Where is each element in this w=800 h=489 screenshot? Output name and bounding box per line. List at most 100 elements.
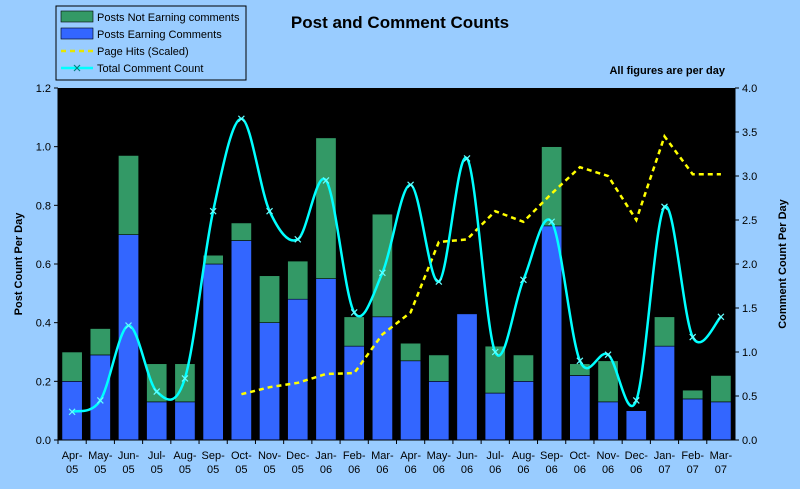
marker-total-comment-count [294,235,302,243]
marker-total-comment-count [68,408,76,416]
x-tick-label: Nov- [258,450,282,462]
marker-total-comment-count [576,357,584,365]
bar-posts-not-earning-comments [569,363,591,376]
x-tick-label: Jun- [456,450,478,462]
x-tick-label: 06 [404,464,416,476]
marker-total-comment-count [153,388,161,396]
marker-total-comment-count [632,396,640,404]
bar-posts-earning-comments [512,381,534,441]
bar-posts-not-earning-comments [343,316,365,347]
bar-posts-earning-comments [456,313,478,441]
bar-posts-earning-comments [541,225,563,441]
x-tick-label: Nov- [596,450,620,462]
x-tick-label: 07 [715,464,727,476]
bar-posts-not-earning-comments [400,342,422,362]
x-tick-label: 05 [122,464,134,476]
chart-subtitle: All figures are per day [609,65,725,77]
x-tick-label: 05 [263,464,275,476]
x-tick-label: Sep- [540,450,564,462]
bar-posts-earning-comments [400,360,422,441]
axes-group: 0.0 0.2 0.4 0.6 0.8 1.0 1.2 0.0 0.5 1.0 1.5 2.0 2.5 3… [36,83,758,476]
bar-posts-earning-comments [315,278,337,441]
bar-posts-earning-comments [89,354,111,441]
x-tick-label: 05 [235,464,247,476]
x-tick-label: Aug- [173,450,197,462]
bar-posts-not-earning-comments [682,389,704,400]
y2-tick-label: 1.5 [742,303,757,315]
marker-total-comment-count [350,308,358,316]
marker-total-comment-count [237,115,245,123]
x-tick-label: Apr- [62,450,83,462]
bar-posts-not-earning-comments [315,137,337,279]
y-tick-label: 0.8 [36,200,51,212]
x-tick-label: May- [88,450,113,462]
legend-label: Posts Not Earning comments [97,12,240,24]
x-tick-label: Dec- [286,450,310,462]
x-tick-label: 06 [517,464,529,476]
plot-area [58,88,735,440]
bar-posts-not-earning-comments [597,360,619,403]
x-tick-label: 06 [574,464,586,476]
bar-posts-earning-comments [287,298,309,441]
marker-total-comment-count [378,269,386,277]
bar-posts-earning-comments [625,410,647,441]
legend-label: Total Comment Count [97,63,203,75]
x-tick-label: 05 [179,464,191,476]
y2-axis-label: Comment Count Per Day [777,198,789,328]
bar-posts-not-earning-comments [287,260,309,300]
x-tick-label: 07 [658,464,670,476]
y-tick-label: 0.2 [36,376,51,388]
x-tick-label: Oct- [231,450,252,462]
chart-title: Post and Comment Counts [291,13,509,32]
bar-posts-earning-comments [428,381,450,441]
marker-total-comment-count [407,181,415,189]
bar-posts-not-earning-comments [202,254,224,265]
bar-posts-earning-comments [569,375,591,441]
x-tick-label: 05 [151,464,163,476]
bar-posts-earning-comments [202,263,224,441]
y-tick-label: 0.4 [36,318,51,330]
x-tick-label: Feb- [681,450,704,462]
bar-posts-not-earning-comments [89,328,111,356]
legend-swatch [60,10,94,23]
marker-total-comment-count [717,313,725,321]
marker-total-comment-count [125,322,132,330]
marker-total-comment-count [181,374,189,382]
x-tick-label: Jul- [148,450,166,462]
bar-posts-earning-comments [230,240,252,441]
bar-posts-earning-comments [174,401,196,441]
x-tick-label: 06 [546,464,558,476]
y2-tick-label: 0.5 [742,391,757,403]
bar-posts-not-earning-comments [259,275,281,323]
bars-group [61,137,732,441]
bar-posts-earning-comments [343,345,365,441]
x-tick-label: Mar- [710,450,733,462]
x-tick-label: 06 [348,464,360,476]
bar-posts-not-earning-comments [230,222,252,241]
y2-tick-label: 2.5 [742,215,757,227]
bar-posts-not-earning-comments [428,354,450,382]
x-tick-label: May- [427,450,452,462]
bar-posts-not-earning-comments [484,345,506,394]
legend-marker [73,64,81,72]
y-axis-label: Post Count Per Day [13,212,25,316]
x-tick-label: Jan- [315,450,337,462]
bar-posts-not-earning-comments [118,155,139,235]
marker-total-comment-count [209,207,217,215]
y2-tick-label: 3.5 [742,127,757,139]
x-tick-label: Jun- [118,450,140,462]
marker-total-comment-count [322,176,330,184]
y2-tick-label: 4.0 [742,83,757,95]
marker-total-comment-count [548,218,556,226]
x-tick-label: 06 [630,464,642,476]
marker-total-comment-count [604,351,612,359]
marker-total-comment-count [96,396,104,404]
y-tick-label: 1.2 [36,83,51,95]
marker-total-comment-count [491,348,499,356]
y-tick-label: 1.0 [36,142,51,154]
x-tick-label: 05 [207,464,219,476]
x-tick-label: Feb- [343,450,366,462]
bar-posts-not-earning-comments [146,363,168,403]
legend-label: Page Hits (Scaled) [97,46,189,58]
bar-posts-not-earning-comments [710,375,732,403]
